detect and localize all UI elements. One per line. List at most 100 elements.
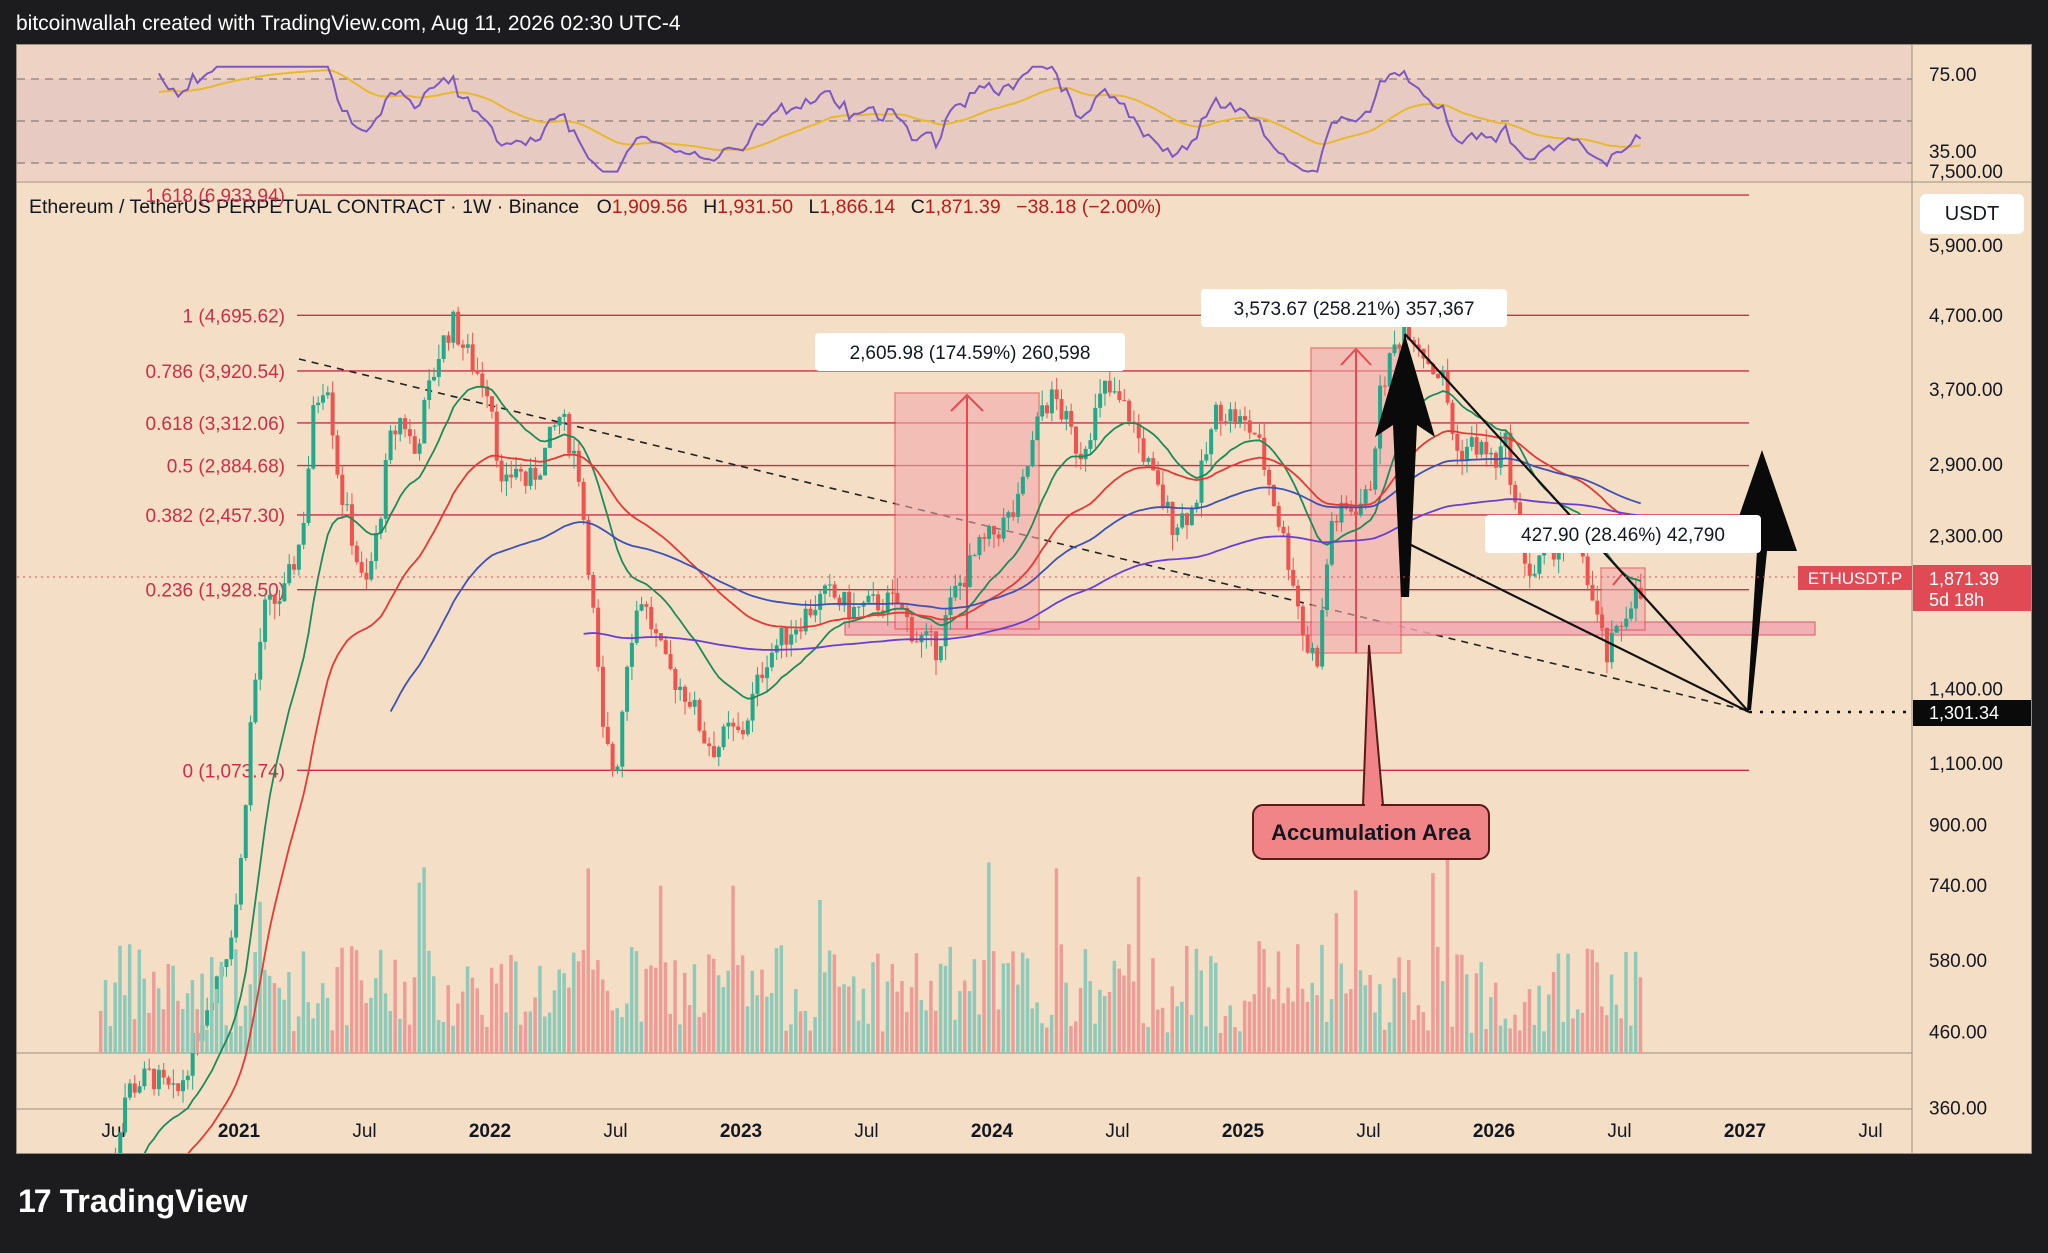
volume-bar	[1305, 1001, 1310, 1053]
volume-bar	[818, 899, 822, 1053]
volume-bar	[1421, 1012, 1426, 1053]
volume-bar	[1489, 997, 1493, 1053]
impulse-arrow-up[interactable]	[1375, 335, 1435, 597]
price-axis[interactable]: 7,500.00 5,900.00 4,700.00 3,700.00 2,900.00…	[1929, 162, 2003, 1186]
volume-bar	[1040, 1023, 1044, 1053]
wedge-lower-line[interactable]	[1404, 541, 1750, 713]
volume-bar	[731, 885, 735, 1053]
candle-body	[880, 610, 885, 613]
volume-bar	[1281, 1003, 1286, 1053]
candle-body	[1363, 489, 1368, 504]
candle-body	[1175, 527, 1180, 535]
volume-bar	[634, 951, 639, 1053]
volume-bar	[1532, 1024, 1537, 1053]
candle-body	[301, 522, 306, 545]
candle-body	[1450, 402, 1455, 434]
volume-bar	[127, 944, 132, 1053]
candle-body	[243, 805, 248, 859]
candle-body	[716, 747, 721, 758]
last-price-box[interactable]	[1913, 565, 2031, 611]
chart-canvas[interactable]: 75.00 35.00 Ethereum / TetherUS PERPETUA…	[17, 45, 2031, 1247]
time-tick-2: Jul	[352, 1121, 376, 1142]
volume-bar	[335, 967, 339, 1053]
currency-selector[interactable]: USDT	[1920, 194, 2024, 234]
candle-body	[248, 722, 253, 806]
volume-bar	[1455, 954, 1459, 1053]
volume-bar	[890, 963, 895, 1053]
candle-body	[885, 592, 890, 613]
candle-body	[509, 474, 514, 478]
volume-bar	[1059, 944, 1064, 1053]
volume-bar	[499, 964, 504, 1053]
volume-bar	[1083, 949, 1088, 1053]
volume-bar	[349, 946, 354, 1053]
volume-bar	[784, 1030, 788, 1053]
ticker-tag-box[interactable]	[1798, 566, 1912, 590]
volume-bar	[856, 1020, 861, 1053]
volume-bar	[161, 1009, 166, 1053]
volume-bar	[644, 968, 648, 1053]
candle-body	[755, 674, 760, 694]
candle-body	[1122, 400, 1127, 402]
volume-bar	[576, 961, 581, 1053]
target-price-box[interactable]	[1913, 700, 2031, 726]
candle-body	[948, 597, 953, 616]
volume-bar	[1373, 1012, 1377, 1053]
volume-bar	[1233, 1027, 1237, 1053]
volume-bar	[1315, 995, 1319, 1053]
candle-body	[953, 585, 958, 598]
volume-bar	[504, 1012, 508, 1053]
volume-bar	[1527, 989, 1532, 1053]
candle-body	[1262, 437, 1267, 470]
volume-bar	[600, 979, 605, 1053]
candle-body	[818, 593, 823, 610]
candle-body	[1378, 385, 1383, 449]
volume-bar	[668, 1013, 673, 1053]
volume-bar	[716, 975, 721, 1053]
candle-body	[311, 405, 316, 469]
volume-bar	[740, 955, 745, 1053]
candle-body	[460, 344, 465, 348]
candle-body	[1609, 632, 1614, 663]
target-arrow-up[interactable]	[1727, 450, 1797, 710]
candle-body	[629, 642, 634, 667]
volume-bar	[1334, 913, 1339, 1053]
candle-body	[856, 606, 861, 608]
candle-body	[407, 429, 412, 437]
currency-label: USDT	[1944, 202, 2000, 225]
candle-body	[1416, 344, 1421, 349]
candle-body	[1102, 380, 1107, 394]
candle-body	[1334, 520, 1339, 523]
candle-body	[1257, 434, 1262, 438]
candle-body	[958, 582, 963, 586]
volume-bar	[181, 1008, 185, 1053]
candle-body	[1271, 485, 1276, 507]
volume-bar	[1619, 1018, 1623, 1053]
volume-bar	[1286, 987, 1290, 1053]
candle-body	[1218, 404, 1223, 422]
volume-bar	[292, 1031, 296, 1053]
candle-body	[1368, 489, 1373, 491]
candle-body	[900, 603, 905, 608]
chart-frame[interactable]: 75.00 35.00 Ethereum / TetherUS PERPETUA…	[16, 44, 2032, 1247]
fib-label-5: 0.382 (2,457.30)	[146, 506, 285, 527]
candle-body	[625, 666, 630, 712]
price-tick-9: 740.00	[1929, 876, 1987, 897]
volume-bar	[282, 999, 286, 1053]
volume-bar	[1242, 1000, 1247, 1053]
candle-body	[1604, 628, 1609, 663]
candle-body	[1189, 508, 1194, 526]
tradingview-mark-icon: 17	[18, 1183, 52, 1219]
volume-bar	[861, 988, 866, 1053]
candle-body	[1156, 470, 1161, 485]
volume-bar	[1204, 1026, 1208, 1053]
time-axis[interactable]: Jul 2021 Jul 2022 Jul 2023 Jul 2024 Jul 2025 Jul 20…	[101, 1121, 1882, 1142]
volume-bar	[760, 969, 764, 1053]
candle-body	[272, 594, 277, 604]
volume-bar	[1445, 858, 1450, 1053]
volume-bar	[1392, 978, 1397, 1053]
candle-body	[1320, 610, 1325, 667]
tradingview-logo[interactable]: 17 TradingView	[18, 1183, 248, 1220]
volume-bar	[1469, 1032, 1474, 1053]
candle-body	[427, 380, 432, 400]
